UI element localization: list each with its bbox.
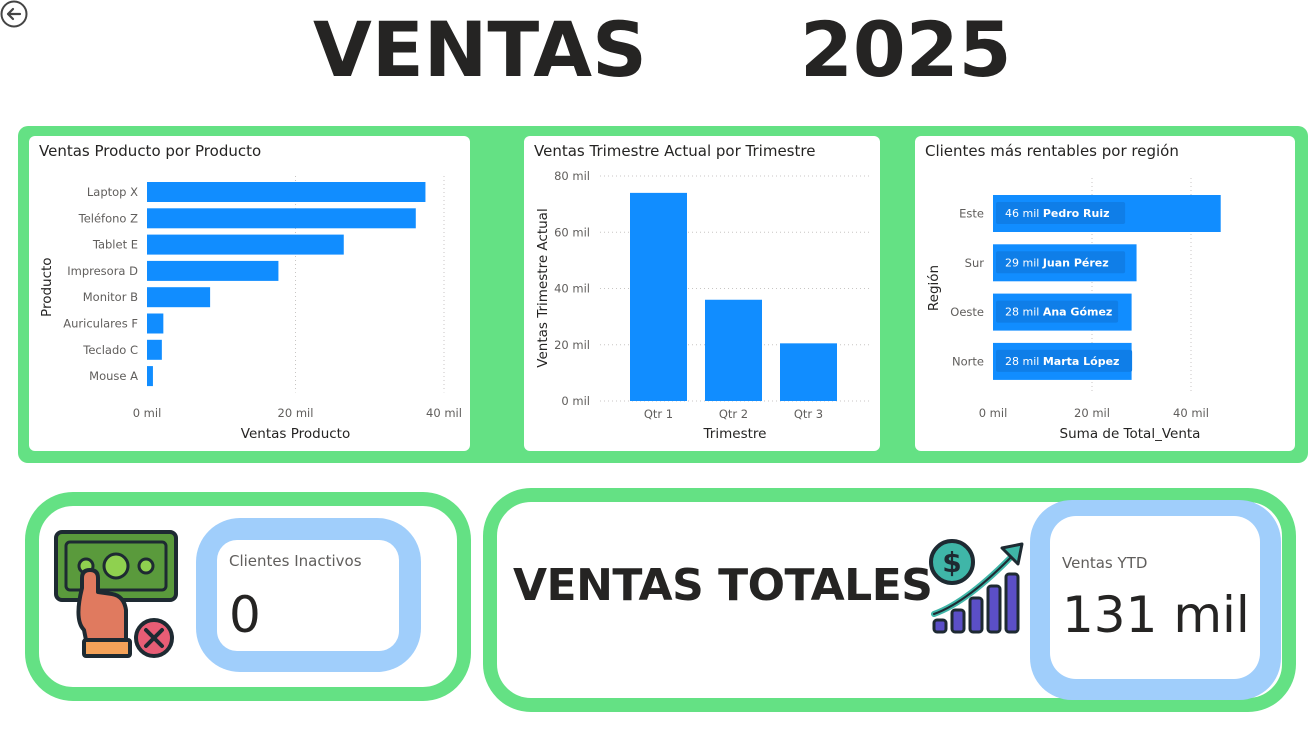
quarter-sales-card[interactable]: Ventas Trimestre Actual por Trimestre 0 … xyxy=(524,136,880,451)
bar xyxy=(147,287,211,308)
data-label-client: Ana Gómez xyxy=(1043,306,1113,319)
bar xyxy=(147,234,344,255)
data-label: 29 mil Juan Pérez xyxy=(1005,256,1109,269)
ytd-sales-card[interactable] xyxy=(1050,516,1260,679)
total-sales-heading: VENTAS TOTALES xyxy=(513,560,933,611)
x-tick-label: Qtr 3 xyxy=(794,407,823,421)
y-tick-label: 0 mil xyxy=(561,394,590,408)
y-tick-label: Este xyxy=(959,207,984,221)
x-tick-label: 0 mil xyxy=(133,406,162,420)
ytd-sales-value: 131 mil xyxy=(1062,586,1250,644)
y-axis-title: Producto xyxy=(39,257,55,317)
bar xyxy=(147,208,416,229)
data-label: 46 mil Pedro Ruiz xyxy=(1005,207,1110,220)
y-tick-label: Teléfono Z xyxy=(78,211,138,225)
y-tick-label: Teclado C xyxy=(82,343,138,357)
quarter-bar-chart[interactable]: 0 mil 20 mil 40 mil 60 mil 80 mil Qtr 1 Qtr 2 Q… xyxy=(524,136,880,451)
inactive-clients-card[interactable] xyxy=(217,540,399,651)
y-tick-label: Oeste xyxy=(950,305,984,319)
quarter-chart-title: Ventas Trimestre Actual por Trimestre xyxy=(534,142,816,160)
x-axis-title: Ventas Producto xyxy=(241,426,350,442)
y-tick-label: Laptop X xyxy=(87,185,138,199)
y-axis-title: Ventas Trimestre Actual xyxy=(535,208,551,367)
y-tick-label: Mouse A xyxy=(89,369,138,383)
data-label: 28 mil Ana Gómez xyxy=(1005,306,1112,319)
x-axis-title: Suma de Total_Venta xyxy=(1060,426,1201,442)
ytd-sales-label: Ventas YTD xyxy=(1062,554,1148,572)
y-tick-label: Auriculares F xyxy=(63,317,138,331)
data-label-bg xyxy=(996,349,1133,372)
data-label-client: Juan Pérez xyxy=(1042,256,1109,269)
y-tick-label: Tablet E xyxy=(92,238,138,252)
y-tick-label: Sur xyxy=(965,256,985,270)
bar xyxy=(630,192,687,401)
y-tick-label: Impresora D xyxy=(67,264,138,278)
x-axis-title: Trimestre xyxy=(703,426,767,442)
dollar-growth-chart-icon: $ xyxy=(929,539,1024,634)
x-tick-label: 40 mil xyxy=(1173,406,1209,420)
inactive-clients-label: Clientes Inactivos xyxy=(229,552,362,570)
bar xyxy=(780,343,837,401)
x-tick-label: 40 mil xyxy=(426,406,462,420)
page-title-year: 2025 xyxy=(800,5,1012,94)
y-axis-title: Región xyxy=(926,265,942,311)
bar xyxy=(147,260,279,281)
bar xyxy=(147,182,426,202)
inactive-clients-value: 0 xyxy=(229,586,261,644)
x-tick-label: 20 mil xyxy=(278,406,314,420)
data-label-value: 28 mil xyxy=(1005,306,1043,319)
y-tick-label: Monitor B xyxy=(83,290,138,304)
product-sales-card[interactable]: Ventas Producto por Producto 0 mil 20 mil… xyxy=(29,136,470,451)
x-tick-label: 0 mil xyxy=(979,406,1008,420)
data-label-client: Marta López xyxy=(1043,355,1120,368)
data-label: 28 mil Marta López xyxy=(1005,355,1119,368)
region-bar-chart[interactable]: 0 mil 20 mil 40 mil Este 46 mil Pedro Ruiz Su… xyxy=(915,136,1295,451)
data-label-client: Pedro Ruiz xyxy=(1043,207,1110,220)
product-bar-chart[interactable]: 0 mil 20 mil 40 mil Laptop X Teléfono Z Table… xyxy=(29,136,470,451)
bar xyxy=(147,339,162,360)
y-tick-label: 60 mil xyxy=(554,225,590,239)
data-label-value: 28 mil xyxy=(1005,355,1043,368)
y-tick-label: 80 mil xyxy=(554,169,590,183)
region-clients-card[interactable]: Clientes más rentables por región 0 mil 2… xyxy=(915,136,1295,451)
data-label-bg xyxy=(996,202,1126,224)
bar xyxy=(147,366,153,387)
bar xyxy=(705,299,762,401)
y-tick-label: Norte xyxy=(952,354,984,368)
region-chart-title: Clientes más rentables por región xyxy=(925,142,1179,160)
data-label-value: 29 mil xyxy=(1005,256,1043,269)
back-arrow-icon[interactable] xyxy=(0,0,30,30)
x-tick-label: Qtr 1 xyxy=(644,407,673,421)
y-tick-label: 40 mil xyxy=(554,282,590,296)
money-hand-cancel-icon xyxy=(54,530,178,658)
product-chart-title: Ventas Producto por Producto xyxy=(39,142,262,160)
x-tick-label: 20 mil xyxy=(1074,406,1110,420)
bar xyxy=(147,313,164,334)
page-title-word: VENTAS xyxy=(313,5,647,94)
data-label-bg xyxy=(996,300,1119,323)
data-label-value: 46 mil xyxy=(1005,207,1043,220)
data-label-bg xyxy=(996,251,1126,274)
svg-text:$: $ xyxy=(942,546,961,579)
x-tick-label: Qtr 2 xyxy=(719,407,748,421)
y-tick-label: 20 mil xyxy=(554,338,590,352)
